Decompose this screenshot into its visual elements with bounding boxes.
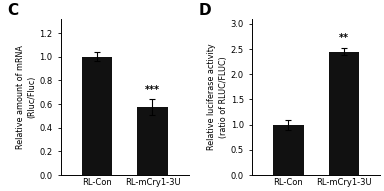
Text: **: ** [339, 33, 349, 43]
Bar [329, 52, 359, 175]
Y-axis label: Relative luciferase activity
(ratio of RLUC/FLUC): Relative luciferase activity (ratio of R… [207, 44, 228, 150]
Bar [137, 107, 168, 175]
Bar [273, 125, 304, 175]
Text: ***: *** [145, 85, 160, 95]
Y-axis label: Relative amount of mRNA
(Rluc/Fluc): Relative amount of mRNA (Rluc/Fluc) [16, 45, 36, 149]
Bar [82, 57, 112, 175]
Text: D: D [199, 3, 211, 18]
Text: C: C [7, 3, 18, 18]
